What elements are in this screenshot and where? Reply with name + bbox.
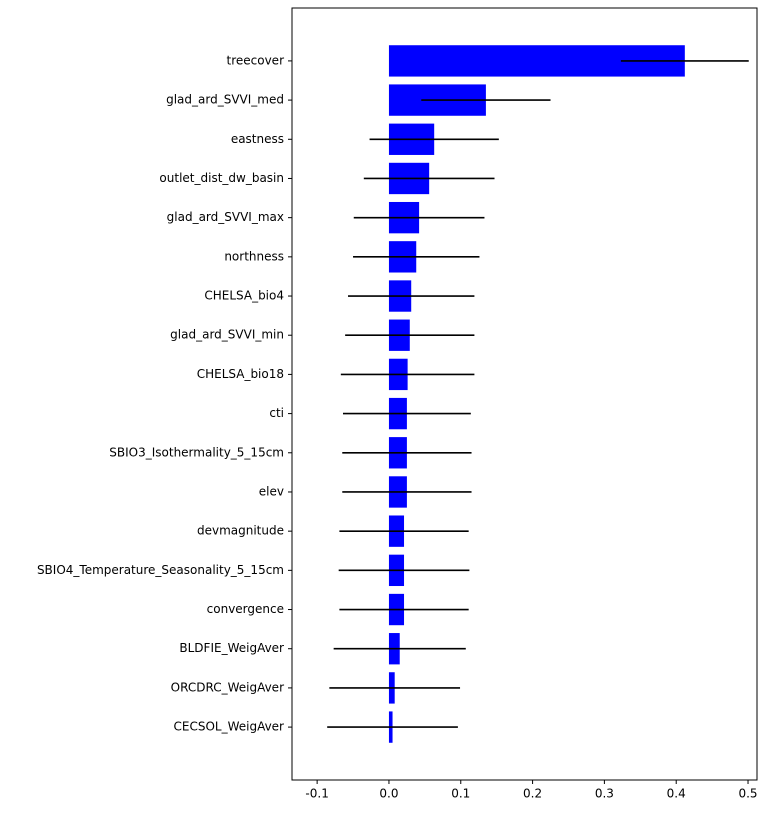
x-tick-label: 0.4 [667, 787, 686, 801]
y-tick-label: glad_ard_SVVI_med [166, 93, 284, 107]
y-tick-label: SBIO3_Isothermality_5_15cm [109, 445, 284, 459]
x-tick-label: 0.0 [379, 787, 398, 801]
y-tick-label: elev [259, 484, 284, 498]
y-tick-label: glad_ard_SVVI_min [170, 328, 284, 342]
y-tick-label: eastness [231, 132, 284, 146]
x-tick-label: 0.1 [451, 787, 470, 801]
y-tick-label: BLDFIE_WeigAver [179, 641, 284, 655]
y-tick-label: convergence [207, 602, 284, 616]
y-tick-label: CECSOL_WeigAver [173, 720, 284, 734]
x-tick-label: 0.2 [523, 787, 542, 801]
y-tick-label: glad_ard_SVVI_max [167, 210, 284, 224]
x-tick-label: 0.5 [738, 787, 757, 801]
y-tick-label: CHELSA_bio18 [197, 367, 284, 381]
y-tick-label: treecover [227, 53, 285, 67]
x-tick-label: 0.3 [595, 787, 614, 801]
y-tick-label: cti [269, 406, 284, 420]
plot-frame [291, 7, 758, 781]
y-tick-label: outlet_dist_dw_basin [159, 171, 284, 185]
y-tick-label: devmagnitude [197, 524, 284, 538]
y-tick-label: CHELSA_bio4 [204, 289, 284, 303]
y-tick-label: SBIO4_Temperature_Seasonality_5_15cm [37, 563, 284, 577]
y-tick-label: northness [224, 249, 284, 263]
y-tick-label: ORCDRC_WeigAver [171, 680, 284, 694]
x-tick-label: -0.1 [305, 787, 328, 801]
